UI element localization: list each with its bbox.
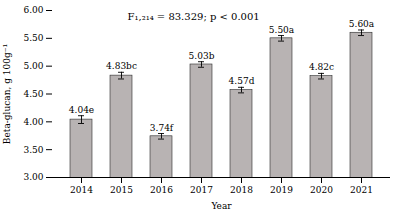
svg-text:3.00: 3.00	[23, 172, 43, 182]
svg-text:2021: 2021	[350, 185, 373, 195]
svg-text:4.57d: 4.57d	[229, 76, 255, 86]
svg-text:2019: 2019	[270, 185, 293, 195]
svg-text:5.00: 5.00	[23, 61, 43, 71]
svg-text:Beta-glucan, g 100g⁻¹: Beta-glucan, g 100g⁻¹	[2, 44, 12, 144]
svg-text:4.00: 4.00	[23, 117, 43, 127]
svg-text:5.50a: 5.50a	[269, 25, 295, 35]
svg-text:4.04e: 4.04e	[69, 105, 94, 115]
svg-text:2020: 2020	[310, 185, 333, 195]
svg-text:F₁,₂₁₄ = 83.329; p < 0.001: F₁,₂₁₄ = 83.329; p < 0.001	[128, 11, 260, 22]
svg-text:5.50: 5.50	[23, 33, 43, 43]
svg-text:4.50: 4.50	[23, 89, 43, 99]
svg-text:2015: 2015	[110, 185, 133, 195]
svg-text:4.82c: 4.82c	[309, 62, 334, 72]
svg-text:5.03b: 5.03b	[189, 51, 215, 61]
svg-text:4.83bc: 4.83bc	[106, 61, 137, 71]
svg-text:2017: 2017	[190, 185, 213, 195]
svg-text:Year: Year	[210, 201, 232, 211]
svg-text:3.74f: 3.74f	[150, 123, 174, 133]
svg-text:2016: 2016	[150, 185, 173, 195]
svg-text:6.00: 6.00	[23, 5, 43, 15]
svg-text:5.60a: 5.60a	[349, 19, 375, 29]
svg-text:2018: 2018	[230, 185, 253, 195]
svg-text:2014: 2014	[70, 185, 93, 195]
svg-text:3.50: 3.50	[23, 145, 43, 155]
